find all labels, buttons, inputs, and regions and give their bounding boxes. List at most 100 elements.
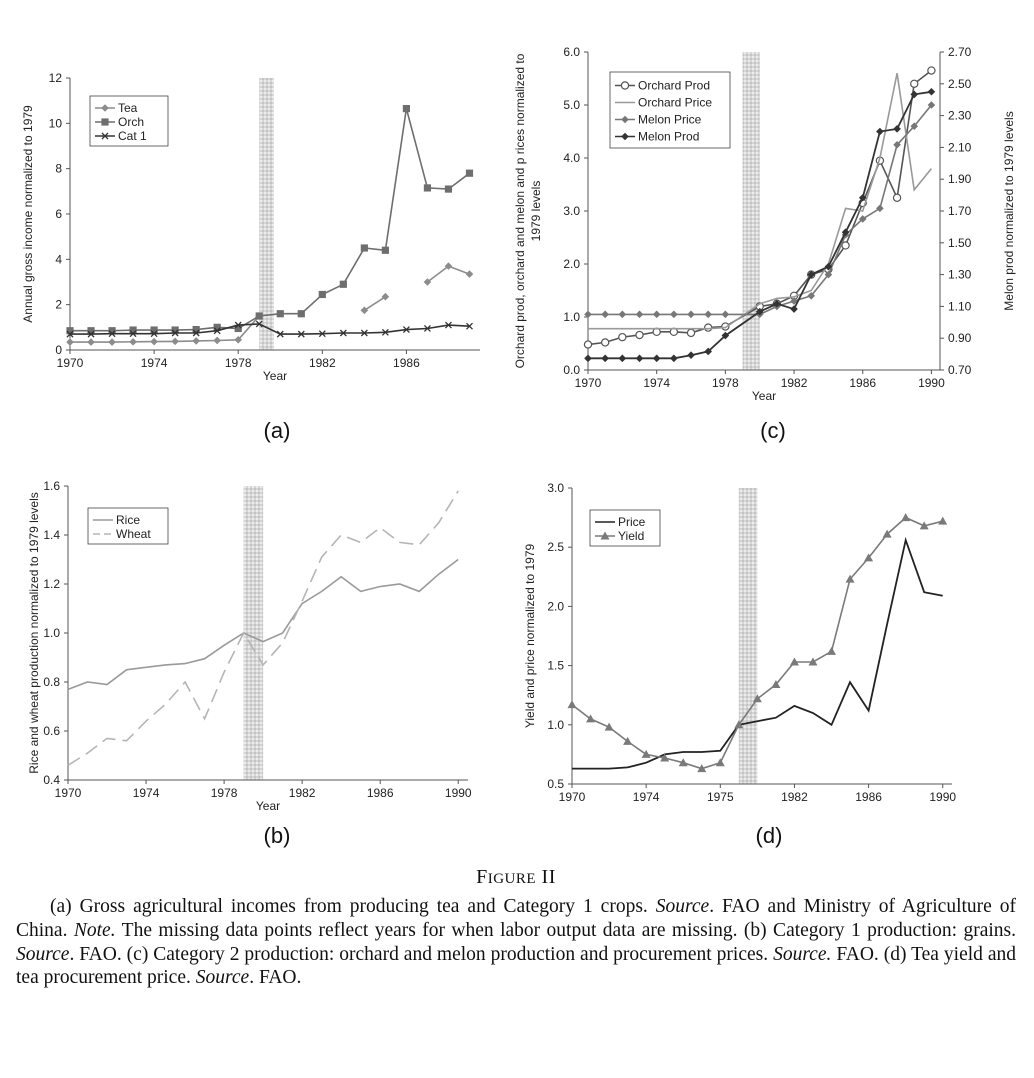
panel-label-d: (d) — [755, 823, 783, 848]
data-point — [465, 169, 474, 177]
data-point — [841, 241, 850, 250]
y-tick-label: 5.0 — [563, 98, 580, 112]
data-point — [771, 680, 781, 689]
data-point — [652, 354, 661, 363]
reform-period-band — [742, 52, 760, 370]
data-point — [171, 326, 179, 334]
data-point — [584, 354, 592, 363]
data-point — [893, 140, 901, 149]
data-point — [171, 337, 179, 346]
series-orch — [66, 105, 474, 335]
x-tick-label: 1970 — [575, 376, 602, 390]
y2-tick-label: 1.70 — [948, 204, 972, 218]
data-point — [381, 328, 389, 336]
data-point — [893, 125, 901, 133]
y-tick-label: 8 — [55, 162, 62, 176]
data-point — [234, 336, 243, 344]
data-point — [876, 127, 884, 136]
data-point — [604, 722, 614, 731]
legend-label: Orch — [118, 115, 144, 129]
data-point — [276, 330, 284, 338]
caption-text: (a) Gross agricultural incomes from prod… — [16, 895, 1016, 990]
y-axis-label: Yield and price normalized to 1979 — [523, 544, 537, 729]
y-tick-label: 2.0 — [547, 599, 564, 613]
data-point — [66, 338, 74, 346]
x-axis-label: Year — [263, 369, 287, 383]
caption-segment: Note. — [73, 919, 116, 941]
panel-label-c: (c) — [760, 418, 786, 443]
data-point — [670, 354, 678, 363]
data-point — [586, 714, 596, 723]
data-point — [255, 312, 263, 320]
legend-marker — [600, 531, 610, 540]
data-point — [318, 290, 326, 299]
data-point — [213, 327, 221, 335]
figure-caption: FIGURE II (a) Gross agricultural incomes… — [16, 866, 1016, 990]
caption-segment: Source — [655, 896, 710, 917]
data-point — [234, 324, 242, 333]
x-tick-label: 1970 — [55, 786, 82, 800]
data-point — [845, 574, 855, 583]
y2-tick-label: 1.30 — [948, 268, 972, 282]
data-point — [87, 338, 95, 346]
y2-tick-label: 2.30 — [948, 109, 972, 123]
legend-label: Melon Price — [638, 113, 702, 127]
x-tick-label: 1990 — [445, 786, 472, 800]
legend-label: Rice — [116, 513, 140, 527]
x-tick-label: 1986 — [393, 356, 420, 370]
data-point — [824, 262, 833, 271]
data-point — [927, 87, 936, 96]
data-point — [910, 79, 919, 89]
data-point — [901, 513, 911, 522]
data-point — [876, 204, 884, 213]
legend-label: Yield — [618, 529, 644, 543]
y-tick-label: 0.4 — [43, 773, 60, 787]
x-tick-label: 1974 — [133, 786, 160, 800]
legend-marker — [101, 132, 109, 140]
series-line — [588, 73, 933, 330]
legend-label: Price — [618, 515, 646, 529]
data-point — [192, 326, 200, 334]
data-point — [858, 193, 867, 202]
data-point — [697, 764, 707, 773]
data-point — [567, 700, 577, 709]
y-axis-label: Annual gross income normalized to 1979 — [21, 105, 35, 323]
data-point — [678, 758, 688, 767]
y-tick-label: 1.0 — [563, 310, 580, 324]
data-point — [66, 330, 74, 338]
data-point — [827, 646, 837, 655]
x-tick-label: 1986 — [367, 786, 394, 800]
x-tick-label: 1978 — [712, 376, 739, 390]
data-point — [423, 278, 432, 286]
data-point — [704, 347, 712, 356]
y-tick-label: 3.0 — [563, 204, 580, 218]
y2-tick-label: 2.10 — [948, 140, 972, 154]
legend-label: Cat 1 — [118, 129, 147, 143]
data-point — [66, 327, 74, 335]
y-tick-label: 0 — [55, 343, 62, 357]
x-axis-label: Year — [752, 389, 776, 403]
y2-tick-label: 2.70 — [948, 45, 972, 59]
data-point — [129, 338, 137, 346]
data-point — [423, 325, 431, 332]
data-point — [841, 228, 850, 236]
y-tick-label: 6.0 — [563, 45, 580, 59]
data-point — [360, 306, 369, 315]
legend-marker — [101, 104, 109, 112]
reform-period-band — [259, 78, 274, 350]
x-tick-label: 1970 — [57, 356, 84, 370]
data-point — [108, 330, 116, 338]
data-point — [734, 720, 744, 729]
data-point — [601, 354, 609, 363]
data-point — [641, 749, 651, 758]
y-tick-label: 2.5 — [547, 540, 564, 554]
x-tick-label: 1986 — [849, 376, 876, 390]
data-point — [858, 215, 867, 223]
chart-b-svg: 0.4 0.6 0.8 1.0 1.2 1.4 1.6 1970 1974 1978 1982 198… — [27, 479, 472, 813]
data-point — [927, 66, 936, 75]
x-tick-label: 1978 — [211, 786, 238, 800]
data-point — [381, 246, 389, 254]
data-point — [213, 336, 221, 345]
data-point — [601, 310, 609, 319]
